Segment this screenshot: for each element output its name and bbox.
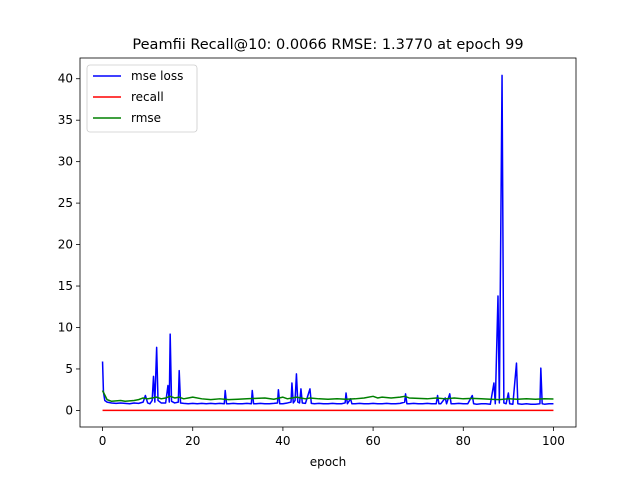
y-tick-label: 40 xyxy=(58,72,73,86)
series-line-rmse xyxy=(103,391,554,402)
y-tick-label: 20 xyxy=(58,238,73,252)
legend-label: mse loss xyxy=(131,69,183,83)
y-tick-label: 35 xyxy=(58,113,73,127)
x-tick-label: 0 xyxy=(99,434,107,448)
x-tick-label: 20 xyxy=(185,434,200,448)
y-tick-label: 30 xyxy=(58,155,73,169)
x-tick-label: 40 xyxy=(275,434,290,448)
x-tick-label: 100 xyxy=(542,434,565,448)
legend-label: rmse xyxy=(131,111,161,125)
legend: mse loss recall rmse xyxy=(87,65,197,132)
x-tick-label: 80 xyxy=(456,434,471,448)
x-tick-label: 60 xyxy=(365,434,380,448)
y-tick-label: 0 xyxy=(65,403,73,417)
chart-title: Peamfii Recall@10: 0.0066 RMSE: 1.3770 a… xyxy=(132,37,523,53)
x-axis: 0 20 40 60 80 100 xyxy=(99,427,565,448)
y-tick-label: 5 xyxy=(65,362,73,376)
y-tick-label: 15 xyxy=(58,279,73,293)
legend-label: recall xyxy=(131,90,164,104)
x-axis-label: epoch xyxy=(310,455,347,469)
y-tick-label: 10 xyxy=(58,320,73,334)
y-tick-label: 25 xyxy=(58,196,73,210)
y-axis: 0 5 10 15 20 25 30 35 40 xyxy=(58,72,80,418)
